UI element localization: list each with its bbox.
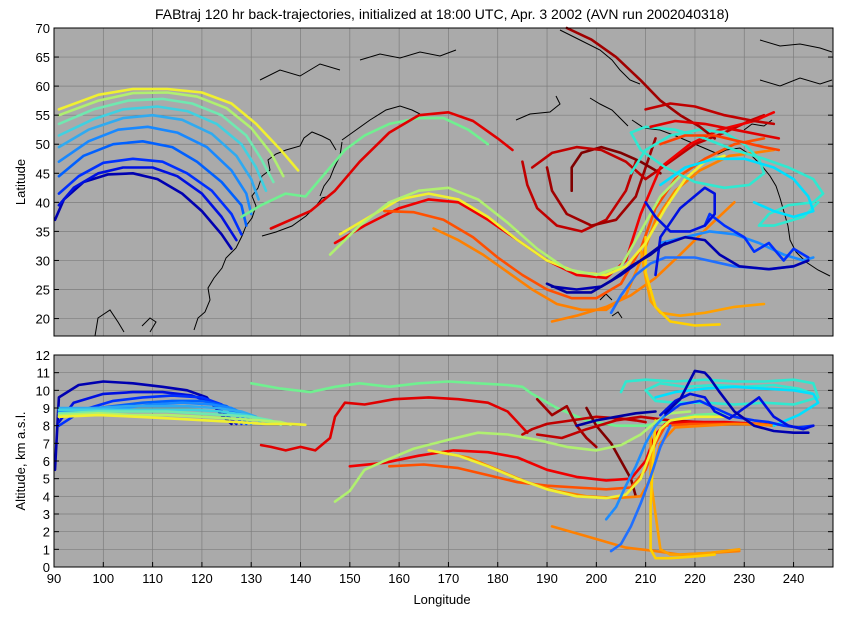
trajectory-line: [664, 369, 810, 434]
trajectory-line: [249, 380, 726, 427]
x-tick-label: 120: [191, 571, 213, 586]
y-tick-label: 0: [43, 560, 50, 575]
y-tick-label: 1: [43, 542, 50, 557]
trajectory-line: [644, 102, 776, 126]
trajectory-line: [57, 91, 285, 178]
trajectory-line: [654, 385, 820, 427]
y-tick-label: 40: [36, 195, 50, 210]
trajectory-line: [240, 116, 490, 219]
trajectory-line: [57, 105, 268, 192]
y-tick-label: 25: [36, 283, 50, 298]
trajectory-line: [609, 424, 672, 553]
latitude-ticks: 20 25 30 35 40 45 50 55 60 65 70: [36, 21, 833, 327]
trajectory-line: [570, 145, 662, 192]
x-tick-label: 100: [92, 571, 114, 586]
y-tick-label: 2: [43, 525, 50, 540]
y-tick-label: 60: [36, 79, 50, 94]
trajectory-line: [585, 406, 638, 498]
y-tick-label: 20: [36, 312, 50, 327]
trajectory-line: [521, 415, 647, 436]
trajectory-line: [659, 157, 815, 219]
x-tick-label: 170: [438, 571, 460, 586]
x-tick-label: 230: [733, 571, 755, 586]
y-tick-label: 65: [36, 50, 50, 65]
trajectory-line: [649, 119, 781, 140]
y-tick-label: 50: [36, 137, 50, 152]
trajectory-line: [521, 160, 638, 233]
y-tick-label: 10: [36, 383, 50, 398]
x-tick-label: 140: [290, 571, 312, 586]
trajectory-line: [604, 406, 677, 521]
trajectory-line: [328, 174, 682, 277]
trajectory-line: [57, 125, 253, 216]
map-series: [53, 26, 825, 327]
trajectory-line: [383, 137, 766, 300]
x-tick-label: 110: [142, 571, 163, 586]
trajectory-line: [57, 97, 275, 184]
trajectory-line: [565, 26, 716, 140]
y-tick-label: 5: [43, 472, 50, 487]
y-tick-label: 9: [43, 401, 50, 416]
trajectory-line: [259, 396, 529, 452]
altitude-series: [53, 369, 820, 560]
trajectory-line: [57, 140, 248, 227]
x-tick-label: 190: [536, 571, 558, 586]
y-tick-label: 12: [36, 348, 50, 363]
trajectory-line: [545, 137, 657, 227]
y-tick-label: 55: [36, 108, 50, 123]
x-tick-label: 160: [388, 571, 410, 586]
trajectory-line: [53, 172, 233, 251]
y-tick-label: 70: [36, 21, 50, 36]
y-tick-label: 45: [36, 166, 50, 181]
map-panel: 20 25 30 35 40 45 50 55 60 65 70 Latitude: [13, 21, 834, 337]
trajectory-line: [545, 241, 667, 294]
trajectory-line: [659, 134, 781, 152]
x-tick-label: 200: [585, 571, 607, 586]
trajectory-line: [57, 412, 292, 427]
map-panel-frame: [53, 27, 834, 337]
coastline-map: [94, 29, 833, 337]
trajectory-line: [550, 201, 736, 323]
trajectory-line: [388, 422, 776, 491]
y-tick-label: 11: [37, 366, 51, 381]
trajectory-line: [333, 111, 776, 280]
y-tick-label: 8: [43, 419, 50, 434]
latitude-axis-label: Latitude: [13, 159, 28, 205]
trajectory-line: [57, 87, 300, 172]
y-tick-label: 6: [43, 454, 50, 469]
trajectory-line: [57, 413, 307, 427]
trajectory-line: [333, 410, 692, 503]
y-tick-label: 7: [43, 436, 50, 451]
chart-title: FABtraj 120 hr back-trajectories, initia…: [155, 6, 729, 22]
x-tick-label: 90: [47, 571, 61, 586]
x-tick-label: 210: [635, 571, 657, 586]
y-tick-label: 30: [36, 253, 50, 268]
x-tick-label: 240: [783, 571, 805, 586]
x-tick-label: 220: [684, 571, 706, 586]
trajectory-line: [57, 113, 260, 201]
trajectory-line: [644, 186, 716, 277]
trajectory-line: [57, 157, 243, 236]
y-tick-label: 4: [43, 489, 50, 504]
trajectory-line: [427, 415, 726, 500]
trajectory-line: [703, 212, 810, 262]
trajectory-line: [639, 247, 766, 317]
y-tick-label: 3: [43, 507, 50, 522]
longitude-ticks: 90 100 110 120 130 140 150 160 170 180 190 200 210 22…: [47, 562, 805, 586]
longitude-axis-label: Longitude: [413, 592, 470, 607]
x-tick-label: 150: [339, 571, 361, 586]
trajectory-line: [57, 410, 283, 427]
altitude-axis-label: Altitude, km a.s.l.: [13, 412, 28, 511]
trajectory-line: [575, 410, 657, 427]
trajectory-line: [269, 111, 514, 230]
trajectory-line: [535, 397, 598, 449]
y-tick-label: 35: [36, 224, 50, 239]
x-tick-label: 130: [240, 571, 262, 586]
x-tick-label: 180: [487, 571, 509, 586]
trajectory-line: [57, 166, 238, 242]
